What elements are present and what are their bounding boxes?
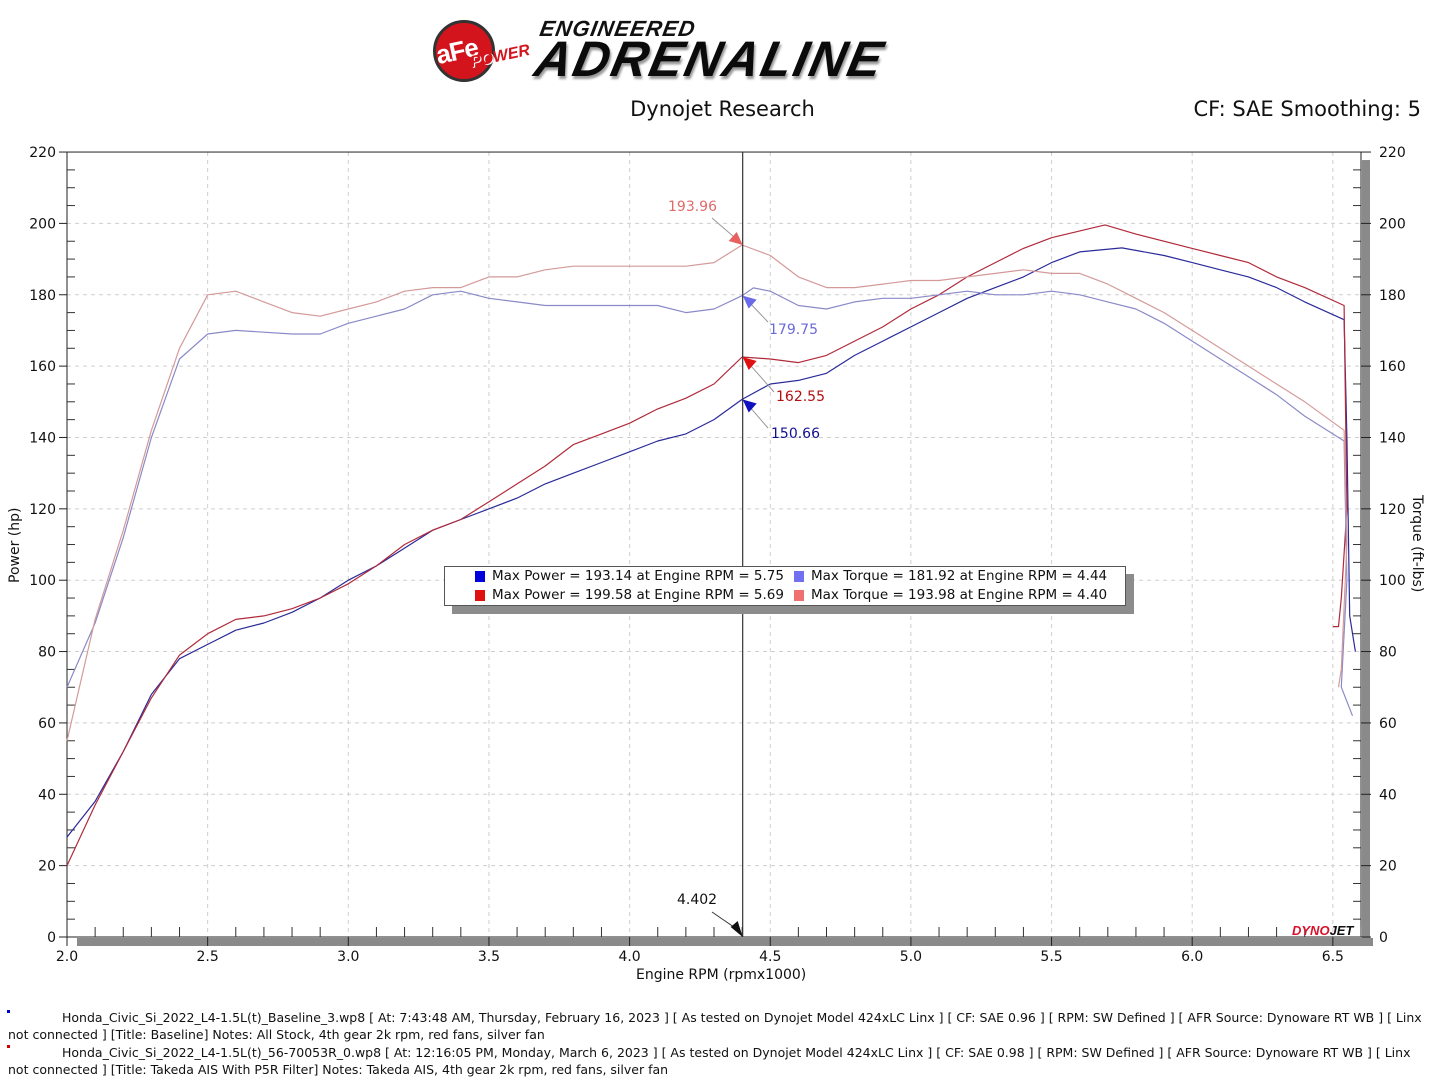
svg-text:20: 20	[38, 859, 56, 875]
chart-legend: Max Power = 193.14 at Engine RPM = 5.75 …	[444, 566, 1126, 606]
svg-text:120: 120	[29, 502, 56, 518]
y-axis-right-label: Torque (ft-lbs)	[1409, 495, 1425, 593]
run-info-takeda: Honda_Civic_Si_2022_L4-1.5L(t)_56-70053R…	[8, 1045, 1411, 1077]
svg-text:140: 140	[1379, 430, 1406, 446]
annotation-baseline-power: 150.66	[771, 426, 820, 442]
svg-text:5.5: 5.5	[1040, 949, 1062, 965]
legend-swatch-icon	[475, 589, 485, 601]
svg-text:0: 0	[1379, 930, 1388, 946]
svg-text:180: 180	[29, 288, 56, 304]
legend-item-takeda-power: Max Power = 199.58 at Engine RPM = 5.69	[475, 587, 784, 603]
svg-text:3.0: 3.0	[337, 949, 359, 965]
cf-smoothing-label: CF: SAE Smoothing: 5	[1193, 97, 1421, 121]
legend-text: Max Power = 199.58 at Engine RPM = 5.69	[492, 587, 784, 603]
svg-text:160: 160	[1379, 359, 1406, 375]
svg-text:2.0: 2.0	[56, 949, 78, 965]
annotation-takeda-torque: 193.96	[668, 199, 717, 215]
svg-text:80: 80	[1379, 645, 1397, 661]
chart-title: Dynojet Research	[630, 97, 815, 121]
legend-text: Max Torque = 181.92 at Engine RPM = 4.44	[811, 568, 1108, 584]
plot-frame	[66, 151, 1373, 947]
svg-text:80: 80	[38, 645, 56, 661]
axis-labels: 0 0 20 20 40 40 60 60 80 80 100 100 120 120 140 140 160 1…	[29, 145, 1405, 965]
svg-text:220: 220	[29, 145, 56, 161]
legend-swatch-icon	[794, 589, 804, 601]
legend-item-baseline-power: Max Power = 193.14 at Engine RPM = 5.75	[475, 568, 784, 584]
legend-swatch-icon	[475, 570, 485, 582]
svg-text:6.5: 6.5	[1322, 949, 1344, 965]
svg-text:6.0: 6.0	[1181, 949, 1203, 965]
cursor-line[interactable]	[711, 152, 775, 937]
svg-text:0: 0	[47, 930, 56, 946]
legend-text: Max Power = 193.14 at Engine RPM = 5.75	[492, 568, 784, 584]
svg-text:100: 100	[29, 573, 56, 589]
legend-swatch-icon	[794, 570, 804, 582]
svg-text:220: 220	[1379, 145, 1406, 161]
svg-text:5.0: 5.0	[900, 949, 922, 965]
watermark-jet: JET	[1329, 923, 1354, 938]
svg-text:40: 40	[38, 787, 56, 803]
svg-text:60: 60	[38, 716, 56, 732]
svg-text:140: 140	[29, 430, 56, 446]
dynojet-watermark: DYNOJET	[1292, 923, 1353, 938]
run-info-baseline: Honda_Civic_Si_2022_L4-1.5L(t)_Baseline_…	[8, 1010, 1422, 1042]
svg-text:60: 60	[1379, 716, 1397, 732]
svg-text:160: 160	[29, 359, 56, 375]
svg-text:120: 120	[1379, 502, 1406, 518]
axis-ticks	[59, 151, 1371, 946]
cursor-rpm-label: 4.402	[677, 892, 718, 908]
svg-text:4.0: 4.0	[618, 949, 640, 965]
afe-logo-badge	[433, 20, 495, 82]
svg-text:180: 180	[1379, 288, 1406, 304]
annotation-baseline-torque: 179.75	[769, 322, 818, 338]
svg-text:200: 200	[29, 216, 56, 232]
run-marker-icon	[7, 1010, 10, 1013]
x-axis-label: Engine RPM (rpmx1000)	[636, 967, 807, 983]
svg-text:100: 100	[1379, 573, 1406, 589]
watermark-dyno: DYNO	[1292, 923, 1330, 938]
y-axis-left-label: Power (hp)	[7, 507, 23, 583]
svg-text:40: 40	[1379, 787, 1397, 803]
dyno-chart: 0 0 20 20 40 40 60 60 80 80 100 100 120 120 140 140 160 1…	[29, 145, 1405, 965]
legend-text: Max Torque = 193.98 at Engine RPM = 4.40	[811, 587, 1108, 603]
svg-text:2.5: 2.5	[197, 949, 219, 965]
data-series	[66, 224, 1356, 866]
legend-item-baseline-torque: Max Torque = 181.92 at Engine RPM = 4.44	[794, 568, 1107, 584]
legend-item-takeda-torque: Max Torque = 193.98 at Engine RPM = 4.40	[794, 587, 1107, 603]
grid-lines	[67, 152, 1361, 937]
svg-text:3.5: 3.5	[478, 949, 500, 965]
svg-text:4.5: 4.5	[759, 949, 781, 965]
run-marker-icon	[7, 1045, 10, 1048]
svg-text:200: 200	[1379, 216, 1406, 232]
annotation-takeda-power: 162.55	[776, 389, 825, 405]
svg-text:20: 20	[1379, 859, 1397, 875]
